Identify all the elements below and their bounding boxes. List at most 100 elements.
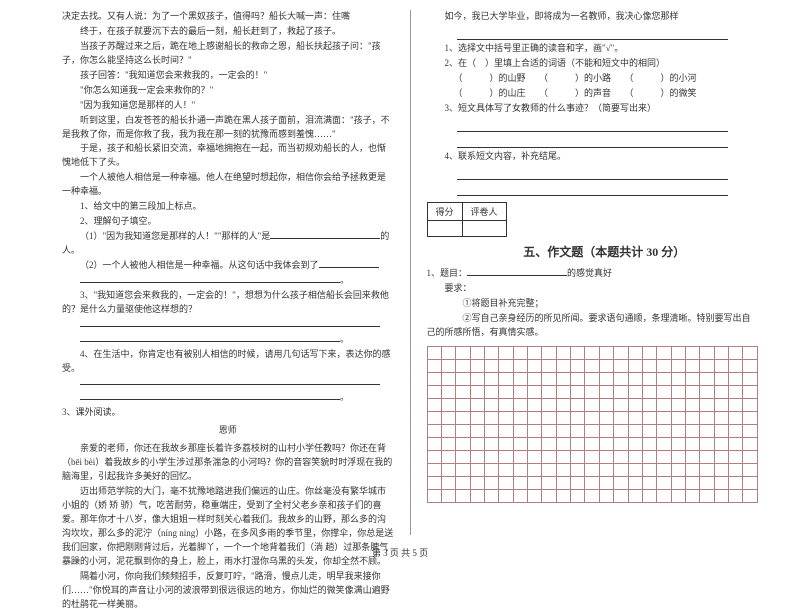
grid-cell[interactable] — [657, 398, 671, 411]
grid-cell[interactable] — [484, 372, 498, 385]
grid-cell[interactable] — [456, 385, 470, 398]
grid-cell[interactable] — [628, 372, 642, 385]
grid-cell[interactable] — [585, 411, 599, 424]
grid-cell[interactable] — [542, 450, 556, 463]
grid-cell[interactable] — [585, 450, 599, 463]
grid-cell[interactable] — [685, 359, 699, 372]
grid-cell[interactable] — [484, 346, 498, 359]
grid-cell[interactable] — [642, 463, 656, 476]
grid-cell[interactable] — [714, 424, 728, 437]
grid-cell[interactable] — [470, 346, 484, 359]
grid-cell[interactable] — [456, 424, 470, 437]
grid-cell[interactable] — [484, 476, 498, 489]
grid-cell[interactable] — [542, 437, 556, 450]
grid-cell[interactable] — [714, 450, 728, 463]
grid-cell[interactable] — [714, 398, 728, 411]
grid-cell[interactable] — [685, 463, 699, 476]
grid-cell[interactable] — [685, 476, 699, 489]
grid-cell[interactable] — [657, 463, 671, 476]
grid-cell[interactable] — [743, 398, 758, 411]
grid-cell[interactable] — [685, 450, 699, 463]
grid-cell[interactable] — [743, 476, 758, 489]
grid-cell[interactable] — [685, 437, 699, 450]
grid-cell[interactable] — [714, 489, 728, 502]
grid-cell[interactable] — [528, 450, 542, 463]
grid-cell[interactable] — [556, 346, 570, 359]
grid-cell[interactable] — [743, 463, 758, 476]
grid-cell[interactable] — [671, 385, 685, 398]
grid-cell[interactable] — [571, 385, 585, 398]
grid-cell[interactable] — [528, 359, 542, 372]
grid-cell[interactable] — [528, 424, 542, 437]
grid-cell[interactable] — [614, 385, 628, 398]
grid-cell[interactable] — [499, 372, 513, 385]
blank-line[interactable] — [457, 134, 729, 148]
grid-cell[interactable] — [685, 385, 699, 398]
grid-cell[interactable] — [484, 463, 498, 476]
grid-cell[interactable] — [427, 398, 441, 411]
grid-cell[interactable] — [470, 359, 484, 372]
grid-cell[interactable] — [470, 398, 484, 411]
grid-cell[interactable] — [528, 411, 542, 424]
grid-cell[interactable] — [542, 463, 556, 476]
grid-cell[interactable] — [657, 424, 671, 437]
grid-cell[interactable] — [542, 359, 556, 372]
grid-cell[interactable] — [484, 437, 498, 450]
grid-cell[interactable] — [484, 398, 498, 411]
blank-line[interactable] — [319, 267, 379, 268]
grid-cell[interactable] — [642, 385, 656, 398]
grid-cell[interactable] — [571, 346, 585, 359]
grid-cell[interactable] — [499, 463, 513, 476]
grid-cell[interactable] — [599, 476, 613, 489]
grid-cell[interactable] — [700, 424, 714, 437]
grid-cell[interactable] — [556, 398, 570, 411]
grid-cell[interactable] — [714, 411, 728, 424]
grid-cell[interactable] — [714, 372, 728, 385]
grid-cell[interactable] — [585, 463, 599, 476]
grid-cell[interactable] — [542, 424, 556, 437]
grid-cell[interactable] — [470, 385, 484, 398]
grid-cell[interactable] — [628, 424, 642, 437]
blank-line[interactable] — [457, 118, 729, 132]
grid-cell[interactable] — [700, 346, 714, 359]
grid-cell[interactable] — [700, 489, 714, 502]
grid-cell[interactable] — [528, 385, 542, 398]
grid-cell[interactable] — [499, 489, 513, 502]
grid-cell[interactable] — [614, 476, 628, 489]
grid-cell[interactable] — [599, 359, 613, 372]
grid-cell[interactable] — [513, 424, 527, 437]
grid-cell[interactable] — [685, 398, 699, 411]
grid-cell[interactable] — [729, 398, 743, 411]
grid-cell[interactable] — [427, 411, 441, 424]
grid-cell[interactable] — [427, 489, 441, 502]
grid-cell[interactable] — [671, 476, 685, 489]
grid-cell[interactable] — [599, 398, 613, 411]
grid-cell[interactable] — [571, 372, 585, 385]
grid-cell[interactable] — [671, 450, 685, 463]
grid-cell[interactable] — [556, 372, 570, 385]
grid-cell[interactable] — [685, 411, 699, 424]
grid-cell[interactable] — [729, 476, 743, 489]
grid-cell[interactable] — [685, 346, 699, 359]
blank-line[interactable] — [467, 275, 567, 276]
grid-cell[interactable] — [470, 450, 484, 463]
grid-cell[interactable] — [642, 450, 656, 463]
grid-cell[interactable] — [628, 398, 642, 411]
grid-cell[interactable] — [556, 450, 570, 463]
grid-cell[interactable] — [441, 450, 455, 463]
grid-cell[interactable] — [729, 450, 743, 463]
grid-cell[interactable] — [456, 372, 470, 385]
grid-cell[interactable] — [657, 437, 671, 450]
grid-cell[interactable] — [470, 437, 484, 450]
grid-cell[interactable] — [614, 372, 628, 385]
grid-cell[interactable] — [556, 359, 570, 372]
blank-line[interactable] — [80, 326, 380, 327]
grid-cell[interactable] — [441, 411, 455, 424]
grid-cell[interactable] — [470, 424, 484, 437]
grid-cell[interactable] — [456, 489, 470, 502]
grid-cell[interactable] — [585, 476, 599, 489]
grid-cell[interactable] — [714, 385, 728, 398]
grid-cell[interactable] — [729, 359, 743, 372]
grid-cell[interactable] — [571, 476, 585, 489]
grid-cell[interactable] — [614, 463, 628, 476]
